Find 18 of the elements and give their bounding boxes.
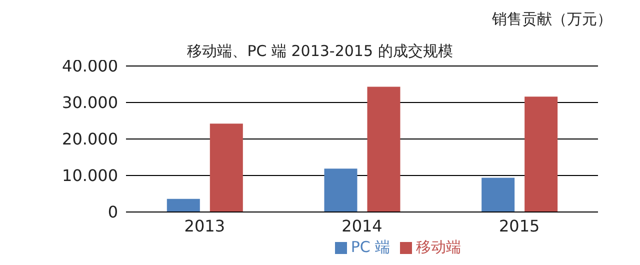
y-tick-label: 20.000 [62, 130, 118, 149]
y-tick-label: 10.000 [62, 166, 118, 186]
bar [210, 124, 243, 212]
x-tick-label: 2013 [184, 216, 226, 236]
y-axis-title: 销售贡献（万元） [492, 10, 612, 29]
x-tick-label: 2014 [342, 216, 382, 236]
x-tick-label: 2015 [498, 216, 540, 236]
bar [166, 198, 200, 212]
y-tick-label: 30.000 [62, 93, 118, 112]
legend-label: 移动端 [416, 238, 462, 256]
bar [367, 86, 400, 212]
bar [482, 178, 515, 212]
legend-label: PC 端 [350, 238, 390, 256]
bar [524, 96, 558, 212]
chart-title: 移动端、PC 端 2013-2015 的成交规模 [187, 42, 453, 60]
y-tick-label: 0 [108, 202, 118, 222]
y-tick-label: 40.000 [62, 56, 118, 76]
bar [324, 168, 358, 212]
